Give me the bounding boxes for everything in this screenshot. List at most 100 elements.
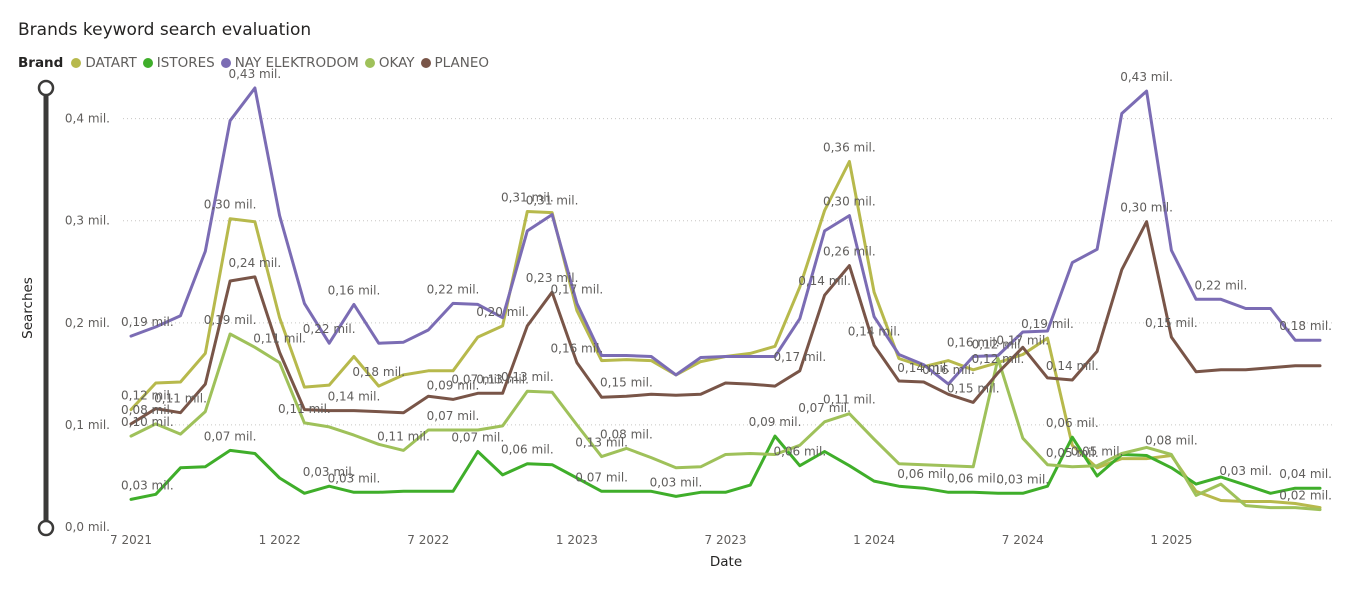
data-label: 0,23 mil. — [526, 271, 579, 285]
data-label: 0,11 mil. — [377, 429, 430, 443]
y-tick-label: 0,3 mil. — [65, 214, 110, 228]
data-label: 0,11 mil. — [278, 402, 331, 416]
data-label: 0,15 mil. — [600, 375, 653, 389]
data-label: 0,19 mil. — [204, 313, 257, 327]
data-label: 0,09 mil. — [749, 415, 802, 429]
data-label: 0,12 mil. — [972, 352, 1025, 366]
data-label: 0,08 mil. — [600, 427, 653, 441]
data-label: 0,03 mil. — [121, 478, 174, 492]
data-label: 0,12 mil. — [121, 389, 174, 403]
series-line-planeo — [129, 220, 1322, 426]
data-label: 0,06 mil. — [1046, 416, 1099, 430]
zoom-slider-handle[interactable] — [37, 79, 55, 97]
data-label: 0,06 mil. — [501, 443, 554, 457]
data-label: 0,16 mil. — [947, 336, 1000, 350]
data-label: 0,17 mil. — [773, 350, 826, 364]
data-label: 0,02 mil. — [1279, 489, 1332, 503]
legend-title: Brand — [18, 55, 64, 71]
legend-item[interactable]: NAY ELEKTRODOM — [220, 55, 359, 71]
data-label: 0,16 mil. — [328, 283, 381, 297]
legend-marker-icon — [71, 58, 82, 68]
data-label: 0,22 mil. — [427, 282, 480, 296]
x-tick-label: 7 2021 — [110, 533, 152, 547]
data-label: 0,07 mil. — [451, 430, 504, 444]
data-label: 0,04 mil. — [1279, 467, 1332, 481]
data-label: 0,22 mil. — [303, 322, 356, 336]
data-label: 0,06 mil. — [947, 471, 1000, 485]
x-tick-label: 1 2024 — [853, 533, 895, 547]
data-label: 0,14 mil. — [1046, 359, 1099, 373]
data-label: 0,16 mil. — [922, 363, 975, 377]
data-label: 0,14 mil. — [897, 361, 950, 375]
data-label: 0,05 mil. — [1046, 446, 1099, 460]
y-tick-label: 0,2 mil. — [65, 316, 110, 330]
legend-marker-icon — [420, 58, 431, 68]
data-label: 0,30 mil. — [204, 198, 257, 212]
data-label: 0,14 mil. — [328, 390, 381, 404]
data-label: 0,20 mil. — [476, 305, 529, 319]
data-label: 0,08 mil. — [121, 403, 174, 417]
legend-marker-icon — [142, 58, 153, 68]
data-label: 0,43 mil. — [1120, 70, 1173, 84]
data-label: 0,18 mil. — [1279, 319, 1332, 333]
data-label: 0,22 mil. — [1195, 278, 1248, 292]
data-label: 0,30 mil. — [1120, 201, 1173, 215]
legend-marker-icon — [364, 58, 375, 68]
data-label: 0,03 mil. — [996, 472, 1049, 486]
data-label: 0,18 mil. — [352, 365, 405, 379]
x-tick-label: 7 2023 — [705, 533, 747, 547]
data-label: 0,11 mil. — [823, 393, 876, 407]
data-label: 0,03 mil. — [650, 475, 703, 489]
y-tick-label: 0,0 mil. — [65, 520, 110, 534]
data-label: 0,17 mil. — [996, 333, 1049, 347]
data-label: 0,09 mil. — [427, 378, 480, 392]
y-tick-label: 0,1 mil. — [65, 418, 110, 432]
data-label: 0,08 mil. — [1145, 434, 1198, 448]
y-tick-label: 0,4 mil. — [65, 112, 110, 126]
legend-item[interactable]: DATART — [71, 55, 137, 71]
legend-label: ISTORES — [156, 55, 215, 71]
legend-marker-icon — [220, 58, 231, 68]
data-label: 0,03 mil. — [303, 465, 356, 479]
data-label: 0,11 mil. — [154, 392, 207, 406]
data-label: 0,07 mil. — [204, 429, 257, 443]
legend-label: NAY ELEKTRODOM — [234, 55, 359, 71]
data-label: 0,07 mil. — [427, 409, 480, 423]
x-tick-label: 7 2022 — [407, 533, 449, 547]
legend-item[interactable]: OKAY — [364, 55, 415, 71]
legend-item[interactable]: PLANEO — [420, 55, 489, 71]
data-label: 0,19 mil. — [1021, 317, 1074, 331]
x-tick-label: 1 2022 — [259, 533, 301, 547]
data-label: 0,30 mil. — [823, 195, 876, 209]
data-label: 0,24 mil. — [228, 256, 281, 270]
data-label: 0,11 mil. — [253, 331, 306, 345]
data-label: 0,14 mil. — [798, 274, 851, 288]
legend-label: OKAY — [378, 55, 415, 71]
data-label: 0,07 mil. — [798, 401, 851, 415]
data-label: 0,13 mil. — [575, 436, 628, 450]
data-label: 0,43 mil. — [228, 67, 281, 81]
x-tick-label: 1 2023 — [556, 533, 598, 547]
data-label: 0,26 mil. — [823, 245, 876, 259]
data-label: 0,06 mil. — [773, 445, 826, 459]
x-axis-title: Date — [710, 554, 742, 570]
data-label: 0,36 mil. — [823, 141, 876, 155]
data-label: 0,07 mil. — [451, 372, 504, 386]
data-label: 0,19 mil. — [121, 315, 174, 329]
data-label: 0,14 mil. — [848, 324, 901, 338]
y-axis-title: Searches — [20, 277, 36, 339]
legend-item[interactable]: ISTORES — [142, 55, 215, 71]
data-label: 0,10 mil. — [121, 415, 174, 429]
series-line-okay — [129, 332, 1322, 512]
legend-label: PLANEO — [434, 55, 489, 71]
zoom-slider-handle[interactable] — [37, 519, 55, 537]
series-line-nay-elektrodom — [129, 86, 1322, 386]
data-label: 0,13 mil. — [476, 372, 529, 386]
data-label: 0,13 mil. — [501, 370, 554, 384]
legend: Brand DATART ISTORES NAY ELEKTRODOM OKAY PLA… — [18, 55, 495, 71]
data-label: 0,07 mil. — [575, 470, 628, 484]
data-label: 0,03 mil. — [328, 471, 381, 485]
data-label: 0,12 mil. — [972, 338, 1025, 352]
